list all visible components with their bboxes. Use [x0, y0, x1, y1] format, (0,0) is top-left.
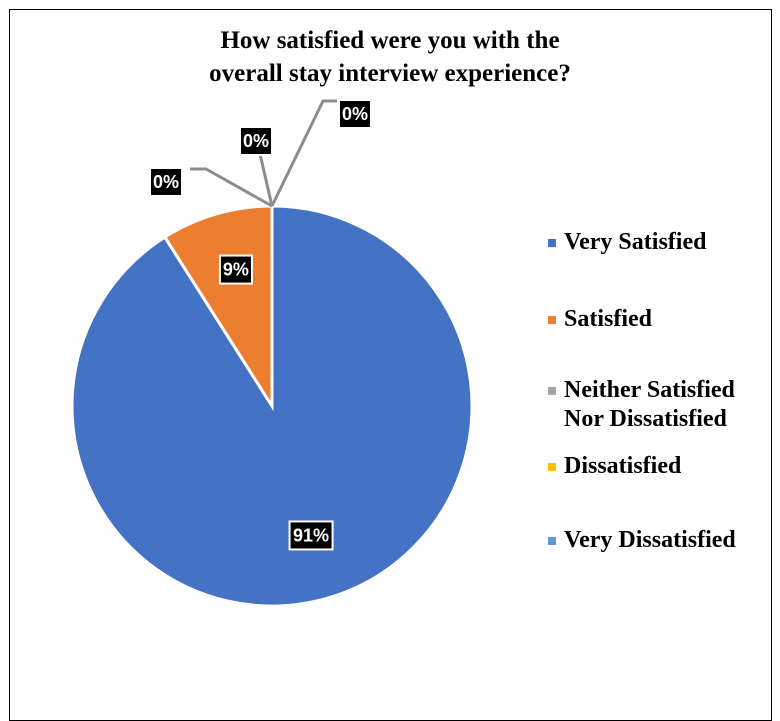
data-label-neither-satisfied-nor-dissatisfied: 0%	[149, 167, 183, 197]
legend-swatch	[548, 387, 556, 395]
legend-item-satisfied: Satisfied	[548, 305, 652, 334]
svg-text:0%: 0%	[342, 104, 368, 124]
legend-label-line: Satisfied	[564, 306, 653, 332]
chart-title-line-1: How satisfied were you with the	[220, 27, 560, 54]
legend-label: Satisfied	[564, 305, 652, 334]
legend-item-very-satisfied: Very Satisfied	[548, 228, 706, 257]
data-label-very-dissatisfied: 0%	[338, 99, 372, 129]
chart-title-line-2: overall stay interview experience?	[209, 60, 571, 87]
legend-label-line: Dissatisfied	[564, 453, 682, 479]
legend-swatch	[548, 316, 556, 324]
legend-label-line: Very Satisfied	[564, 229, 707, 255]
legend-label-line: Neither Satisfied	[564, 377, 735, 403]
legend-label: Dissatisfied	[564, 452, 681, 481]
legend-label: Neither Satisfied Nor Dissatisfied	[564, 376, 735, 434]
data-label-very-satisfied: 91%	[288, 520, 334, 551]
leader-line-neither-satisfied-nor-dissatisfied	[190, 167, 273, 208]
legend-label: Very Satisfied	[564, 228, 706, 257]
legend-item-dissatisfied: Dissatisfied	[548, 452, 681, 481]
legend-label-line: Nor Dissatisfied	[564, 406, 727, 432]
svg-text:0%: 0%	[243, 131, 269, 151]
legend-swatch	[548, 239, 556, 247]
svg-text:0%: 0%	[153, 172, 179, 192]
legend-item-very-dissatisfied: Very Dissatisfied	[548, 526, 736, 555]
legend-swatch	[548, 463, 556, 471]
legend-item-neither-satisfied-nor-dissatisfied: Neither Satisfied Nor Dissatisfied	[548, 376, 735, 434]
legend-label: Very Dissatisfied	[564, 526, 736, 555]
data-label-dissatisfied: 0%	[239, 126, 273, 156]
svg-text:91%: 91%	[293, 525, 329, 545]
leader-line-very-dissatisfied	[270, 99, 337, 207]
svg-text:9%: 9%	[223, 260, 249, 280]
leader-line-dissatisfied	[258, 153, 274, 207]
legend-label-line: Very Dissatisfied	[564, 527, 736, 553]
data-label-satisfied: 9%	[218, 254, 253, 285]
chart-title: How satisfied were you with the overall …	[0, 24, 780, 90]
legend-swatch	[548, 537, 556, 545]
